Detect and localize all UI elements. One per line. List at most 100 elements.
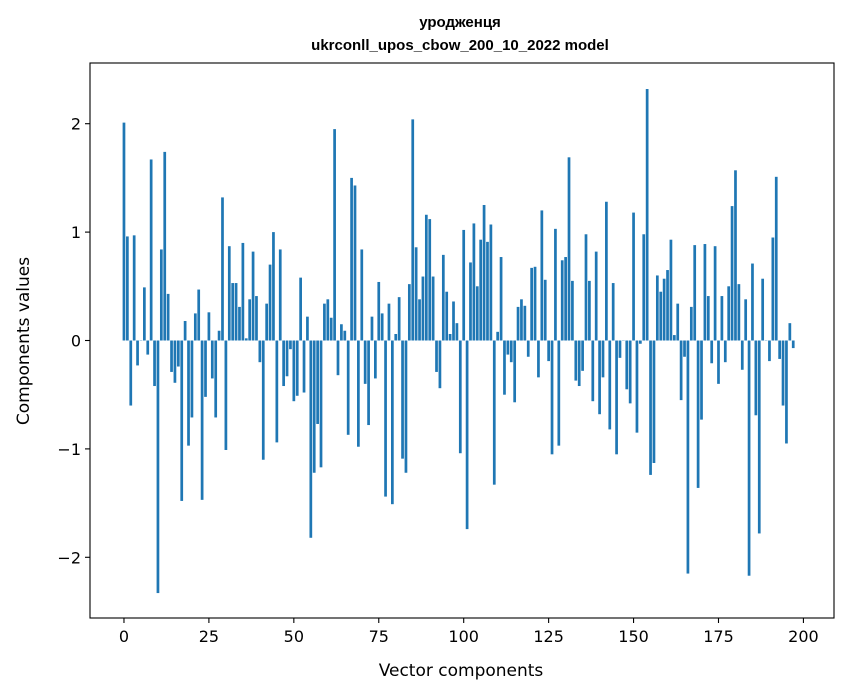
bar [486,241,489,341]
bar [217,330,221,341]
bar [560,260,564,341]
bar [577,340,581,387]
bar [272,232,275,341]
bar [740,340,744,370]
x-tick-label: 200 [788,627,819,646]
bar [547,340,550,362]
bar [407,284,411,341]
bar [452,301,455,341]
bar [374,340,377,379]
bar [207,312,211,341]
bar [255,296,258,341]
bar [788,323,792,341]
bar [601,340,605,378]
bar [717,340,720,384]
bar [618,340,622,358]
bar [414,247,418,341]
bar [445,291,449,341]
bar [360,249,364,341]
bar [693,245,697,341]
bar [785,340,788,444]
bar [540,210,544,341]
bar [642,234,646,341]
bar [564,257,567,341]
bar [506,340,510,355]
bar [397,297,401,341]
bar [598,340,601,415]
bar [554,228,557,341]
bar [503,340,506,395]
bar [391,340,394,505]
bar [611,283,615,341]
bar [370,316,374,341]
bar [720,296,724,341]
bar [166,293,170,341]
bar [146,340,150,355]
bar [574,340,578,381]
bar [424,214,428,341]
bar [676,303,680,341]
bar [193,313,197,341]
bar [333,129,336,341]
bar [465,340,469,530]
chart-title-line-2: ukrconll_upos_cbow_200_10_2022 model [311,37,609,54]
bar [156,340,160,594]
bar [516,306,520,341]
bar [513,340,517,403]
y-tick-label: 0 [71,332,81,351]
bar [210,340,214,379]
bar [136,340,139,366]
bar [679,340,683,401]
bar [173,340,177,383]
bar [299,277,302,341]
bar [635,340,639,433]
bar [781,340,785,406]
bar [435,340,438,372]
bar [380,313,384,341]
bar [469,262,472,341]
bar [628,340,632,404]
plot-frame [89,62,835,619]
bar [204,340,207,397]
x-tick-label: 150 [618,627,649,646]
bar [292,340,296,402]
bar-series [122,89,795,594]
bar [248,299,252,341]
bar [774,176,778,341]
bar [241,242,245,341]
bar [751,263,754,341]
bar [377,281,381,341]
bar [713,246,717,341]
bar [747,340,751,576]
bar [588,280,591,341]
bar [336,340,340,376]
bar [489,224,493,341]
bar [323,303,326,341]
bar [520,299,523,341]
x-tick-label: 75 [369,627,389,646]
y-tick-label: 2 [71,115,81,134]
bar [479,239,483,341]
bar [526,340,530,357]
bar [126,236,129,341]
bar [530,267,533,341]
bar [771,237,775,341]
bar [163,151,167,341]
bar [584,234,588,341]
bar [343,330,347,341]
bar [340,324,343,341]
x-tick-label: 175 [703,627,734,646]
bar [428,219,432,341]
bar [734,170,737,341]
bar [367,340,370,426]
bar [652,340,656,463]
bar [615,340,618,455]
bar [703,244,707,341]
bar [655,275,659,341]
bar [329,317,333,341]
bar [197,289,201,341]
bar [350,177,353,341]
bar [404,340,408,473]
bar [394,334,398,341]
x-axis-ticks: 0 25 50 75 100 125 150 175 200 [119,618,819,646]
